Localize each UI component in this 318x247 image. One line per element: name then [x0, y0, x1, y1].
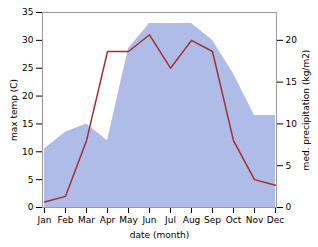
svg-text:0: 0	[286, 202, 292, 212]
svg-text:Jan: Jan	[37, 215, 52, 225]
svg-text:10: 10	[286, 119, 298, 129]
svg-text:Apr: Apr	[100, 215, 116, 225]
svg-text:20: 20	[286, 35, 298, 45]
svg-text:25: 25	[22, 63, 33, 73]
svg-text:30: 30	[22, 35, 34, 45]
svg-text:date (month): date (month)	[130, 230, 189, 240]
svg-text:Aug: Aug	[183, 215, 201, 225]
svg-text:0: 0	[28, 202, 34, 212]
svg-text:15: 15	[22, 119, 33, 129]
svg-text:Jul: Jul	[164, 215, 176, 225]
svg-text:Jun: Jun	[141, 215, 156, 225]
svg-text:5: 5	[28, 175, 34, 185]
svg-text:Sep: Sep	[204, 215, 221, 225]
svg-text:20: 20	[22, 91, 34, 101]
svg-text:5: 5	[286, 161, 292, 171]
svg-text:Oct: Oct	[226, 215, 242, 225]
svg-text:Dec: Dec	[267, 215, 284, 225]
svg-text:15: 15	[286, 77, 297, 87]
svg-text:35: 35	[22, 7, 33, 17]
svg-text:med. precipitation (kg/m2): med. precipitation (kg/m2)	[301, 50, 311, 171]
svg-text:max temp (C): max temp (C)	[9, 79, 19, 141]
svg-text:May: May	[119, 215, 138, 225]
svg-text:Nov: Nov	[246, 215, 264, 225]
svg-text:10: 10	[22, 147, 34, 157]
svg-text:Feb: Feb	[58, 215, 74, 225]
svg-text:Mar: Mar	[78, 215, 95, 225]
